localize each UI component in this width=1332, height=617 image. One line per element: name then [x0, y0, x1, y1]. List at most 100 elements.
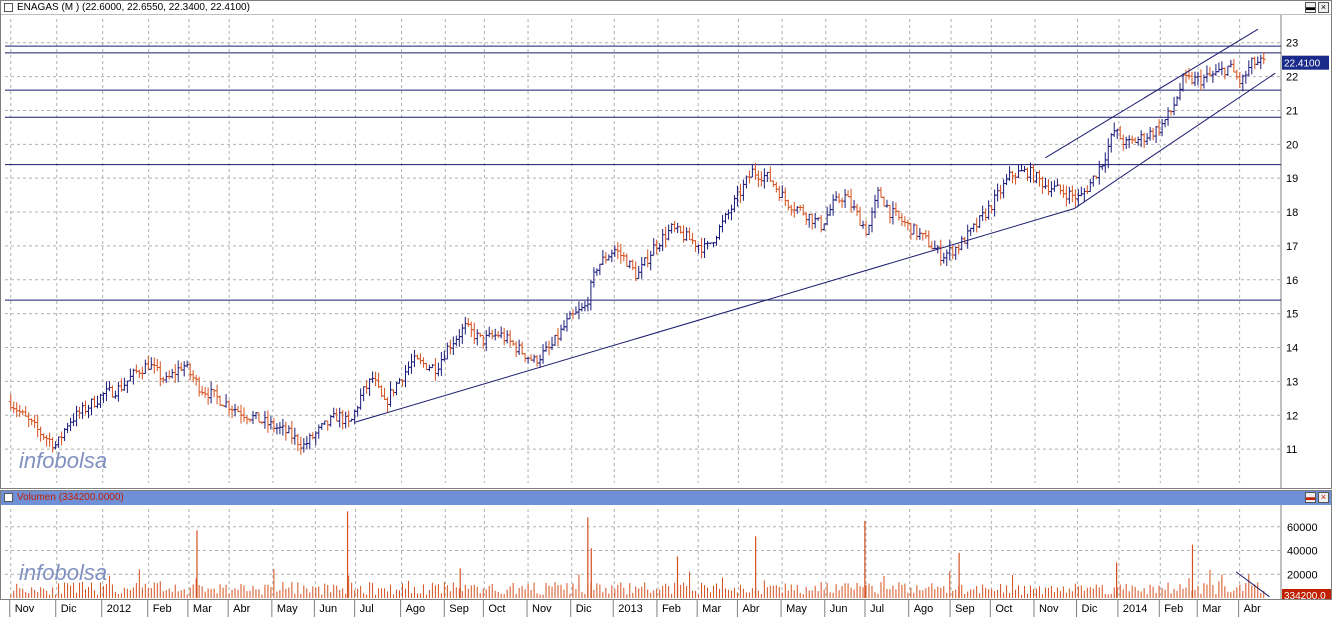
- ohlc-bar: [594, 268, 599, 276]
- ohlc-bar: [852, 199, 857, 211]
- ohlc-bar: [511, 339, 516, 346]
- price-panel: ENAGAS (M ) (22.6000, 22.6550, 22.3400, …: [0, 0, 1332, 489]
- trendline: [1073, 72, 1276, 210]
- ohlc-bar: [445, 342, 450, 360]
- ohlc-bar: [556, 328, 561, 347]
- ohlc-bar: [666, 224, 671, 241]
- ohlc-bar: [950, 245, 955, 260]
- ohlc-bar: [463, 316, 468, 335]
- ohlc-bar: [215, 384, 220, 405]
- y-tick-label: 14: [1286, 343, 1298, 355]
- ohlc-bar: [544, 341, 549, 352]
- ohlc-bar: [603, 251, 608, 264]
- x-axis: Nov Dic 2012 Feb Mar Abr May Jun Jul Ago Sep Oct Nov…: [0, 600, 1332, 617]
- ohlc-bar: [732, 195, 737, 213]
- ohlc-bar: [771, 180, 776, 188]
- ohlc-bar: [104, 381, 109, 402]
- ohlc-bar: [998, 184, 1003, 200]
- x-tick-label: Abr: [233, 603, 250, 615]
- ohlc-bar: [256, 412, 261, 423]
- ohlc-bar: [331, 407, 336, 419]
- minimize-button[interactable]: ▬: [1305, 492, 1316, 503]
- ohlc-bar: [1145, 132, 1150, 145]
- ohlc-bar: [523, 353, 528, 363]
- ohlc-bar: [780, 185, 785, 199]
- ohlc-bar: [1198, 69, 1203, 91]
- ohlc-bar: [825, 206, 830, 226]
- ohlc-bar: [1231, 59, 1236, 73]
- ohlc-bar: [618, 243, 623, 264]
- ohlc-bar: [376, 372, 381, 389]
- close-button[interactable]: ×: [1318, 492, 1329, 503]
- ohlc-bar: [149, 357, 154, 370]
- price-panel-title: ENAGAS (M ) (22.6000, 22.6550, 22.3400, …: [17, 2, 250, 13]
- ohlc-bar: [1213, 64, 1218, 76]
- ohlc-bar: [663, 226, 668, 248]
- y-tick-label: 40000: [1287, 546, 1318, 558]
- y-tick-label: 15: [1286, 309, 1298, 321]
- y-tick-label: 60000: [1287, 522, 1318, 534]
- ohlc-bar: [122, 377, 127, 391]
- ohlc-bar: [699, 237, 704, 259]
- y-tick-label: 12: [1286, 410, 1298, 422]
- ohlc-bar: [65, 422, 70, 433]
- ohlc-bar: [475, 329, 480, 346]
- x-tick-label: Jul: [870, 603, 884, 615]
- ohlc-bar: [203, 387, 208, 398]
- x-tick-label: 2014: [1123, 603, 1147, 615]
- ohlc-bar: [412, 349, 417, 368]
- x-tick-label: Nov: [1039, 603, 1059, 615]
- trendline: [1045, 28, 1259, 159]
- ohlc-bar: [1127, 135, 1132, 149]
- ohlc-bar: [591, 267, 596, 288]
- ohlc-bar: [1103, 152, 1108, 173]
- ohlc-bar: [86, 404, 91, 419]
- last-value-label: 22.4100: [1284, 59, 1321, 70]
- x-tick-label: Jun: [319, 603, 337, 615]
- volume-panel-title: Volumen (334200.0000): [17, 492, 124, 503]
- ohlc-bar: [1192, 71, 1197, 87]
- last-value-badge: [1282, 55, 1329, 70]
- ohlc-bar: [1007, 166, 1012, 181]
- y-tick-label: 11: [1286, 444, 1297, 456]
- x-tick-label: Mar: [193, 603, 212, 615]
- ohlc-bar: [690, 232, 695, 245]
- ohlc-bar: [687, 227, 692, 241]
- price-chart[interactable]: 11 12 13 14 15 16 17 18 19 20 21 22 23 22.4100 infobol…: [1, 15, 1331, 488]
- ohlc-bar: [59, 431, 64, 446]
- ohlc-bar: [325, 420, 330, 431]
- ohlc-bar: [1172, 96, 1177, 116]
- ohlc-bar: [974, 217, 979, 233]
- ohlc-bar: [783, 187, 788, 206]
- volume-chart[interactable]: 20000 40000 60000 334200.0 infobolsa: [1, 505, 1331, 599]
- ohlc-bar: [550, 336, 555, 351]
- ohlc-bar: [890, 201, 895, 225]
- x-tick-label: Mar: [1202, 603, 1221, 615]
- ohlc-bar: [239, 404, 244, 424]
- ohlc-bar: [244, 415, 249, 425]
- ohlc-bar: [672, 220, 677, 233]
- ohlc-bar: [364, 380, 369, 394]
- ohlc-bar: [1073, 189, 1078, 207]
- last-volume-label: 334200.0: [1284, 591, 1326, 599]
- ohlc-bar: [932, 240, 937, 250]
- ohlc-bar: [837, 193, 842, 204]
- ohlc-bar: [176, 360, 181, 383]
- y-tick-label: 16: [1286, 275, 1298, 287]
- ohlc-bar: [107, 381, 112, 392]
- ohlc-bar: [765, 171, 770, 182]
- close-button[interactable]: ×: [1318, 2, 1329, 13]
- ohlc-bar: [379, 385, 384, 397]
- ohlc-bar: [1031, 163, 1036, 183]
- ohlc-bar: [561, 320, 566, 331]
- ohlc-bar: [1043, 177, 1048, 190]
- ohlc-bar: [1246, 60, 1251, 77]
- ohlc-bar: [125, 380, 130, 394]
- minimize-button[interactable]: ▬: [1305, 2, 1316, 13]
- ohlc-bar: [1252, 56, 1257, 70]
- ohlc-bar: [902, 216, 907, 227]
- ohlc-bar: [502, 327, 507, 346]
- ohlc-bar: [1076, 189, 1081, 206]
- ohlc-bar: [146, 356, 151, 371]
- ohlc-bar: [250, 410, 255, 424]
